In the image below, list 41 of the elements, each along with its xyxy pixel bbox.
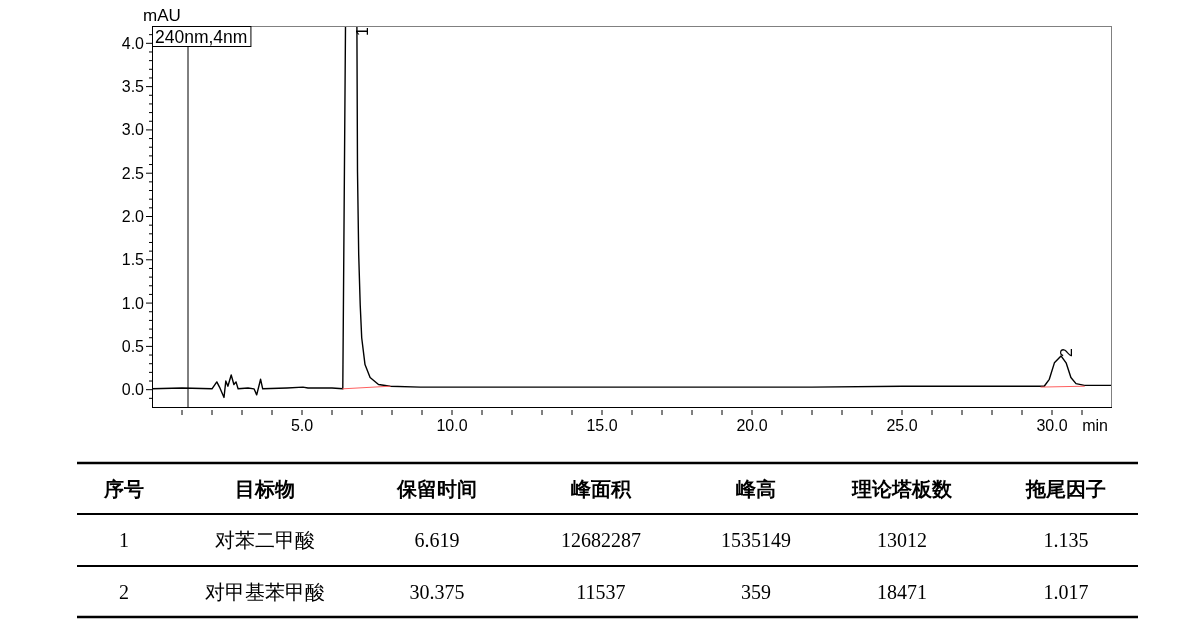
text: 对苯二甲酸 <box>215 529 315 551</box>
text: 12682287 <box>561 529 641 551</box>
x-tick-label: 30.0 <box>1036 417 1068 434</box>
category-label: 峰面积 <box>571 477 632 500</box>
channel-note: 240nm,4nm <box>152 26 252 47</box>
y-tick-label: 2.5 <box>121 164 145 182</box>
annotation: 2 <box>1058 347 1075 357</box>
annotation: 1 <box>353 27 371 36</box>
text: 2 <box>119 580 129 603</box>
text: 11537 <box>576 580 626 603</box>
y-tick-label: 2.0 <box>121 208 145 225</box>
text: 1535149 <box>721 529 791 551</box>
category-label: 拖尾因子 <box>1025 477 1106 500</box>
y-tick-label: 0.0 <box>121 381 145 399</box>
text: 1.135 <box>1043 529 1089 551</box>
category-label: 峰高 <box>736 477 776 500</box>
y-tick-label: 0.5 <box>121 337 145 355</box>
category-label: 保留时间 <box>396 477 477 500</box>
text: 1 <box>119 529 129 551</box>
x-tick-label: 25.0 <box>886 417 918 434</box>
text: 18471 <box>877 580 927 603</box>
y-axis-title: mAU <box>143 6 181 25</box>
text: 359 <box>741 580 771 603</box>
y-tick-label: 4.0 <box>121 34 145 52</box>
y-tick-label: 1.0 <box>121 294 145 312</box>
x-tick-label: 15.0 <box>586 417 618 434</box>
y-tick-label: 1.5 <box>121 251 145 269</box>
category-label: 理论塔板数 <box>851 477 953 500</box>
x-tick-label: 5.0 <box>290 417 314 434</box>
text: 30.375 <box>409 580 465 603</box>
text: 1.017 <box>1043 580 1089 603</box>
text: 6.619 <box>414 529 460 551</box>
x-tick-label: 10.0 <box>436 417 468 434</box>
text: 13012 <box>877 529 927 551</box>
category-label: 序号 <box>103 477 144 500</box>
y-tick-label: 3.5 <box>121 78 145 96</box>
y-tick-label: 3.0 <box>121 121 145 139</box>
x-tick-label: 20.0 <box>736 417 768 434</box>
category-label: 目标物 <box>235 477 295 500</box>
x-axis-title: min <box>1082 417 1108 434</box>
text: 对甲基苯甲酸 <box>205 580 325 603</box>
